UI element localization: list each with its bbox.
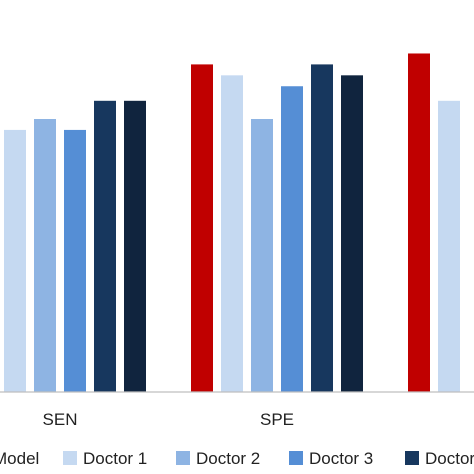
bar-model-auc [408, 53, 430, 392]
legend-swatch-doctor-2 [176, 451, 190, 465]
bar-doctor-5-spe [341, 75, 363, 392]
bar-doctor-1-spe [221, 75, 243, 392]
legend-swatch-doctor-3 [289, 451, 303, 465]
legend-swatch-doctor-4 [405, 451, 419, 465]
bars-group [4, 53, 460, 393]
legend-label-model: Model [0, 449, 39, 468]
legend-label-doctor-4: Doctor 4 [425, 449, 474, 468]
legend-label-doctor-2: Doctor 2 [196, 449, 260, 468]
bar-doctor-1-auc [438, 100, 460, 393]
bar-doctor-1-sen [4, 129, 26, 393]
bar-doctor-5-sen [124, 100, 146, 393]
bar-doctor-2-sen [34, 119, 56, 392]
x-tick-label-sen: SEN [43, 410, 78, 429]
bar-doctor-3-spe [281, 86, 303, 393]
bar-model-spe [191, 64, 213, 393]
legend-swatch-doctor-1 [63, 451, 77, 465]
x-tick-labels: SENSPEAUC [43, 410, 295, 429]
bar-doctor-4-sen [94, 100, 116, 393]
x-tick-label-spe: SPE [260, 410, 294, 429]
bar-doctor-4-spe [311, 64, 333, 393]
bar-doctor-2-spe [251, 119, 273, 392]
legend-label-doctor-1: Doctor 1 [83, 449, 147, 468]
legend-label-doctor-3: Doctor 3 [309, 449, 373, 468]
bar-doctor-3-sen [64, 129, 86, 393]
